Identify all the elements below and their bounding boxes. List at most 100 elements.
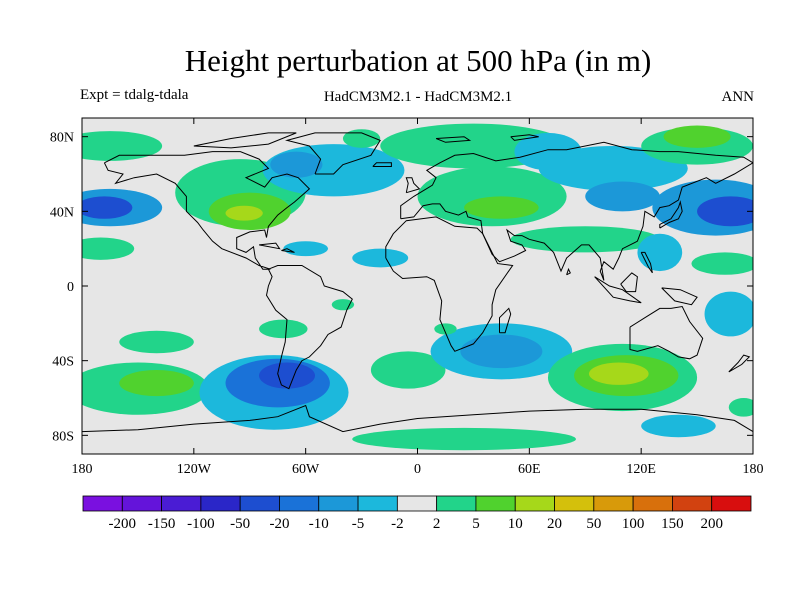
coastline xyxy=(594,276,642,304)
y-tick-label: 0 xyxy=(67,280,74,295)
y-tick-label: 40S xyxy=(52,355,74,370)
coastline xyxy=(82,404,753,433)
contour-region xyxy=(342,129,381,148)
coastline xyxy=(661,287,698,306)
y-tick-label: 40N xyxy=(50,205,74,220)
colorbar-label: 200 xyxy=(700,516,723,532)
colorbar-swatch xyxy=(239,495,280,512)
contour-region xyxy=(259,362,315,389)
colorbar-swatch xyxy=(711,495,752,512)
colorbar-swatch xyxy=(475,495,516,512)
coastline xyxy=(640,251,653,274)
colorbar-label: -100 xyxy=(187,516,215,532)
colorbar-label: -10 xyxy=(309,516,329,532)
colorbar-label: -50 xyxy=(230,516,250,532)
contour-region xyxy=(82,131,163,161)
contour-region xyxy=(82,196,133,219)
contour-region xyxy=(352,427,576,451)
coastline xyxy=(566,267,571,276)
colorbar-label: -20 xyxy=(269,516,289,532)
chart-subtitle-left: Expt = tdalg-tdala xyxy=(80,87,189,103)
chart-subtitle-right: ANN xyxy=(721,89,755,105)
colorbar-swatch xyxy=(514,495,555,512)
contour-region xyxy=(460,334,543,369)
colorbar-label: 50 xyxy=(586,516,601,532)
coastline xyxy=(728,354,751,373)
contour-region xyxy=(352,248,409,268)
contour-region xyxy=(370,351,446,389)
coastline-layer xyxy=(82,132,753,433)
coastline xyxy=(285,132,381,175)
colorbar-swatch xyxy=(436,495,477,512)
x-tick-label: 120W xyxy=(177,462,212,477)
contour-region xyxy=(538,146,688,191)
colorbar-label: 5 xyxy=(472,516,480,532)
coastline xyxy=(372,162,392,167)
colorbar-swatch xyxy=(279,495,320,512)
contour-region xyxy=(691,252,753,275)
contour-region xyxy=(464,196,539,219)
x-tick-label: 60E xyxy=(518,462,541,477)
colorbar-label: 20 xyxy=(547,516,562,532)
colorbar-swatch xyxy=(632,495,673,512)
colorbar-swatch xyxy=(161,495,202,512)
contour-region xyxy=(225,205,263,221)
contour-region xyxy=(728,398,753,417)
colorbar-swatch xyxy=(121,495,162,512)
x-axis: 180 120W 60W 0 60E 120E 180 xyxy=(72,118,764,477)
contour-region xyxy=(119,370,194,397)
coastline xyxy=(659,200,683,229)
colorbar-label: 2 xyxy=(433,516,441,532)
colorbar-swatch xyxy=(200,495,241,512)
coastline xyxy=(629,305,704,360)
contour-region xyxy=(704,291,753,337)
coastline xyxy=(265,265,353,390)
y-tick-label: 80N xyxy=(50,131,74,146)
coastline xyxy=(620,272,638,293)
colorbar-label: 150 xyxy=(661,516,684,532)
coastline xyxy=(510,134,539,141)
coastline xyxy=(435,136,472,143)
contour-region xyxy=(331,299,355,311)
colorbar-swatch xyxy=(554,495,595,512)
coastline xyxy=(281,248,295,253)
contour-region xyxy=(641,414,716,438)
coastline xyxy=(405,177,421,194)
coastline xyxy=(193,132,297,149)
colorbar-label: 100 xyxy=(622,516,645,532)
chart-title: Height perturbation at 500 hPa (in m) xyxy=(184,43,652,78)
x-tick-label: 120E xyxy=(626,462,656,477)
contour-region xyxy=(119,330,194,354)
colorbar-swatch xyxy=(396,495,438,512)
contour-region xyxy=(663,125,731,148)
contour-region xyxy=(270,151,323,178)
colorbar-label: -2 xyxy=(391,516,404,532)
contour-region xyxy=(697,196,753,227)
contour-region xyxy=(637,233,683,272)
colorbar-label: 10 xyxy=(508,516,523,532)
colorbar-swatch xyxy=(672,495,713,512)
x-tick-label: 180 xyxy=(743,462,764,477)
contour-region xyxy=(82,237,135,260)
x-tick-label: 0 xyxy=(414,462,421,477)
coastline xyxy=(385,216,514,352)
contour-region xyxy=(510,226,660,253)
colorbar-swatch xyxy=(318,495,359,512)
chart-subtitle-center: HadCM3M2.1 - HadCM3M2.1 xyxy=(323,89,513,105)
contour-region xyxy=(588,362,649,385)
colorbar-swatch xyxy=(82,495,123,512)
coastline xyxy=(499,307,512,334)
contour-region xyxy=(434,323,457,335)
colorbar-label: -150 xyxy=(148,516,176,532)
x-tick-label: 60W xyxy=(292,462,320,477)
colorbar-swatch xyxy=(593,495,634,512)
contour-region xyxy=(283,241,329,257)
coastline xyxy=(259,242,281,250)
contour-region xyxy=(585,181,660,212)
coastline xyxy=(103,151,311,270)
coastline xyxy=(400,141,753,281)
contour-fill-layer xyxy=(82,123,753,451)
colorbar-label: -5 xyxy=(352,516,365,532)
colorbar-label: -200 xyxy=(109,516,137,532)
